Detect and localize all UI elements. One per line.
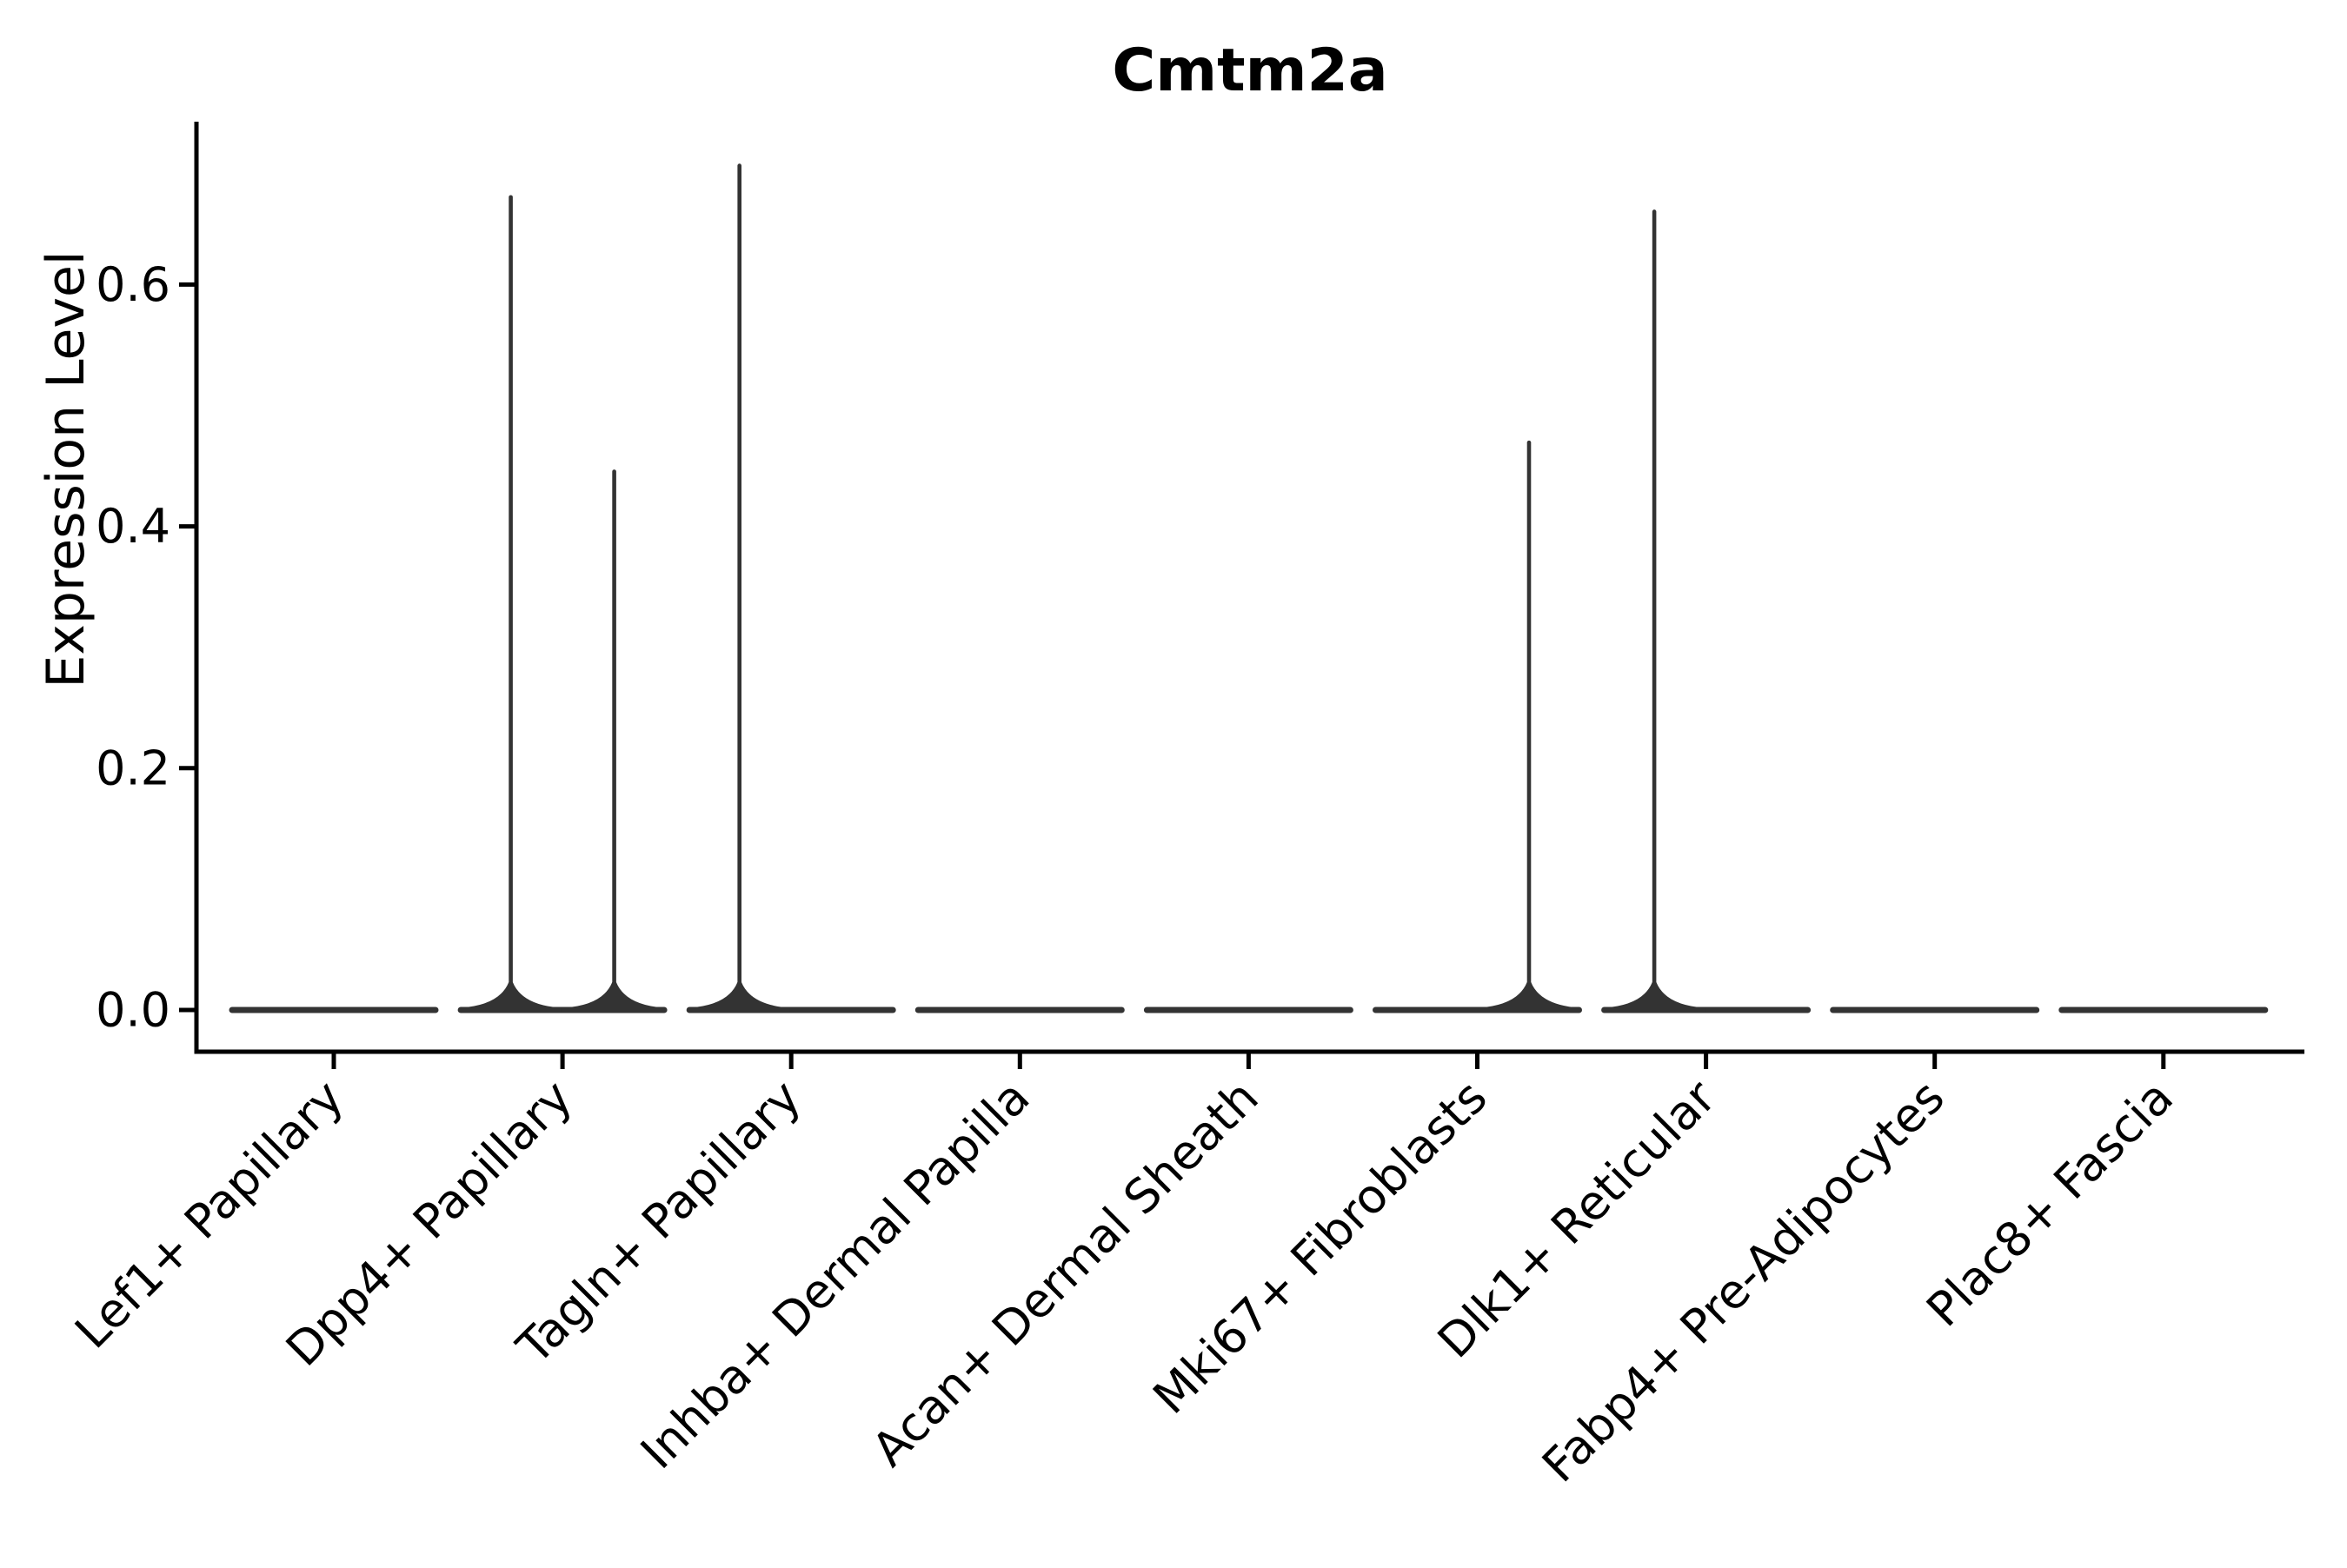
x-tick-label: Acan+ Dermal Sheath	[861, 1070, 1268, 1477]
spike-flare	[688, 982, 790, 1013]
spike-flare	[1479, 982, 1579, 1013]
spike-flare	[1604, 982, 1705, 1013]
y-axis-label: Expression Level	[36, 250, 96, 688]
x-tick-label: Fabp4+ Pre-Adipocytes	[1532, 1070, 1955, 1493]
x-tick-label: Inhba+ Dermal Papilla	[630, 1070, 1040, 1479]
y-tick-label: 0.6	[96, 257, 170, 312]
y-tick-label: 0.2	[96, 741, 170, 795]
violin-body	[2058, 1007, 2269, 1013]
violin-spike	[612, 469, 616, 986]
y-tick-label: 0.4	[96, 499, 170, 554]
spike-flare	[460, 982, 562, 1013]
violin-spike	[737, 163, 741, 987]
violin-spike	[509, 195, 513, 986]
violin-spike	[1652, 209, 1657, 986]
violin-body	[1143, 1007, 1353, 1013]
violin-body	[1830, 1007, 2040, 1013]
violin-body	[914, 1007, 1125, 1013]
x-tick-label: Plac8+ Fascia	[1916, 1070, 2184, 1338]
chart-title: Cmtm2a	[1112, 37, 1387, 105]
spike-flare	[563, 982, 665, 1013]
violin-layer	[229, 163, 2269, 1013]
y-tick-label: 0.0	[96, 983, 170, 1038]
violin-body	[229, 1007, 439, 1013]
violin-spike	[1526, 440, 1532, 986]
